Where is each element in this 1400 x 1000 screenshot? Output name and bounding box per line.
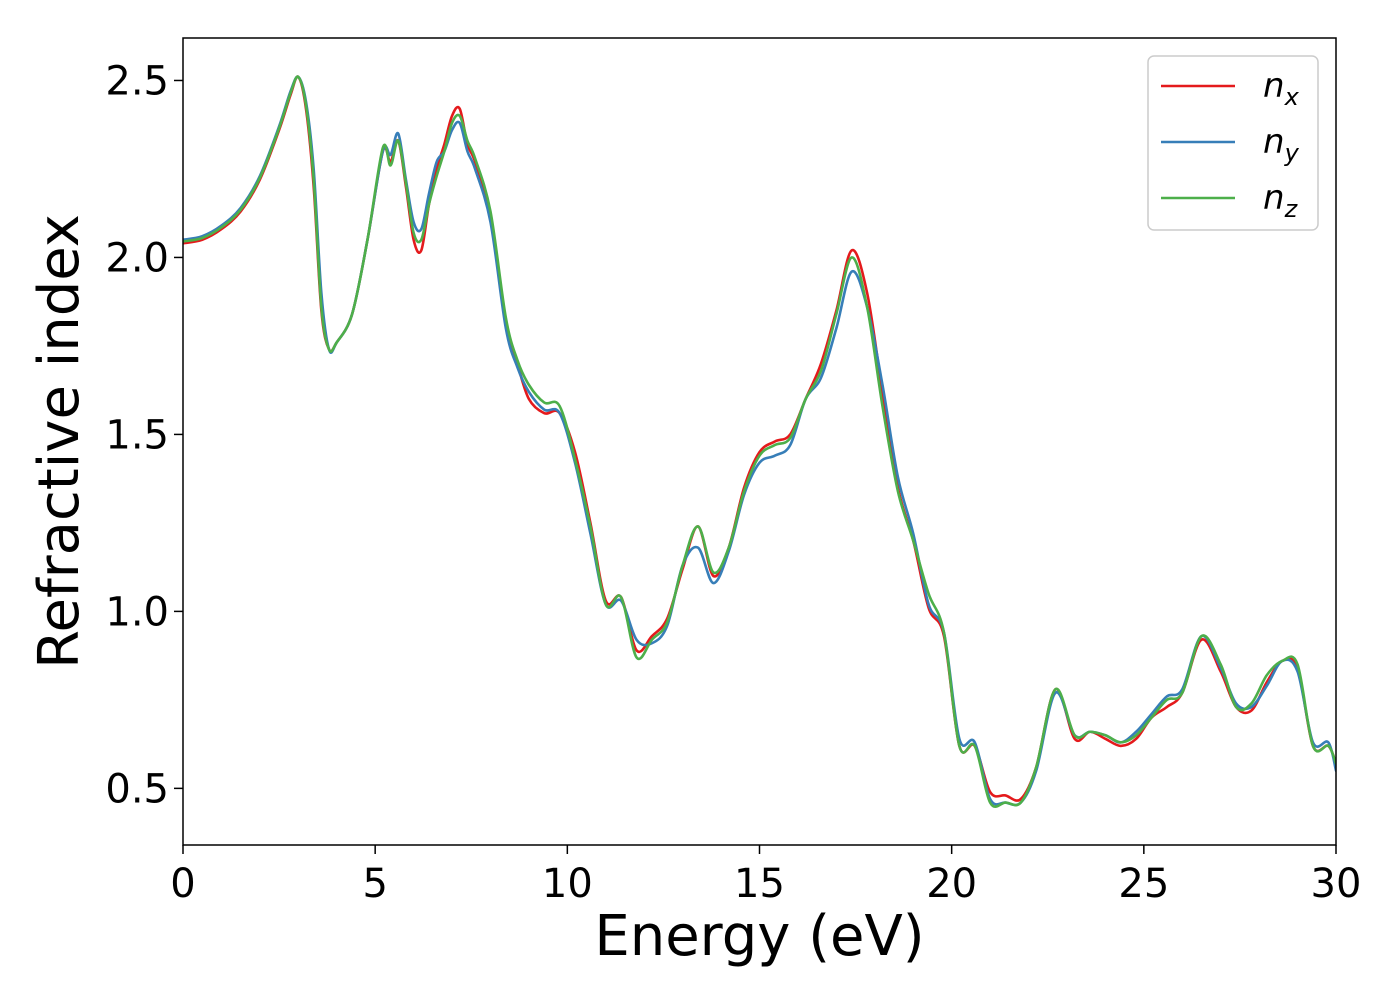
x-tick-label: 20 bbox=[926, 861, 977, 907]
y-tick-label: 1.0 bbox=[105, 589, 169, 635]
legend: nx ny nz bbox=[1147, 55, 1319, 231]
x-axis-title: Energy (eV) bbox=[594, 904, 924, 969]
x-tick-label: 30 bbox=[1311, 861, 1362, 907]
y-tick-label: 1.5 bbox=[105, 412, 169, 458]
x-tick-label: 25 bbox=[1118, 861, 1169, 907]
y-tick-label: 0.5 bbox=[105, 766, 169, 812]
x-tick-label: 5 bbox=[362, 861, 387, 907]
x-tick-label: 10 bbox=[542, 861, 593, 907]
y-tick-label: 2.5 bbox=[105, 58, 169, 104]
x-tick-label: 0 bbox=[170, 861, 195, 907]
y-tick-label: 2.0 bbox=[105, 235, 169, 281]
series-layer bbox=[183, 75, 1336, 808]
x-tick-label: 15 bbox=[734, 861, 785, 907]
series-line-n_z bbox=[183, 75, 1336, 808]
y-axis: 0.5 1.0 1.5 2.0 2.5 bbox=[105, 58, 183, 812]
x-axis: 0 5 10 15 20 25 30 bbox=[170, 845, 1361, 907]
legend-label-n_y: ny bbox=[1263, 122, 1300, 167]
legend-label-n_z: nz bbox=[1263, 178, 1299, 223]
y-axis-title: Refractive index bbox=[27, 214, 92, 669]
legend-label-n_x: nx bbox=[1263, 66, 1300, 111]
